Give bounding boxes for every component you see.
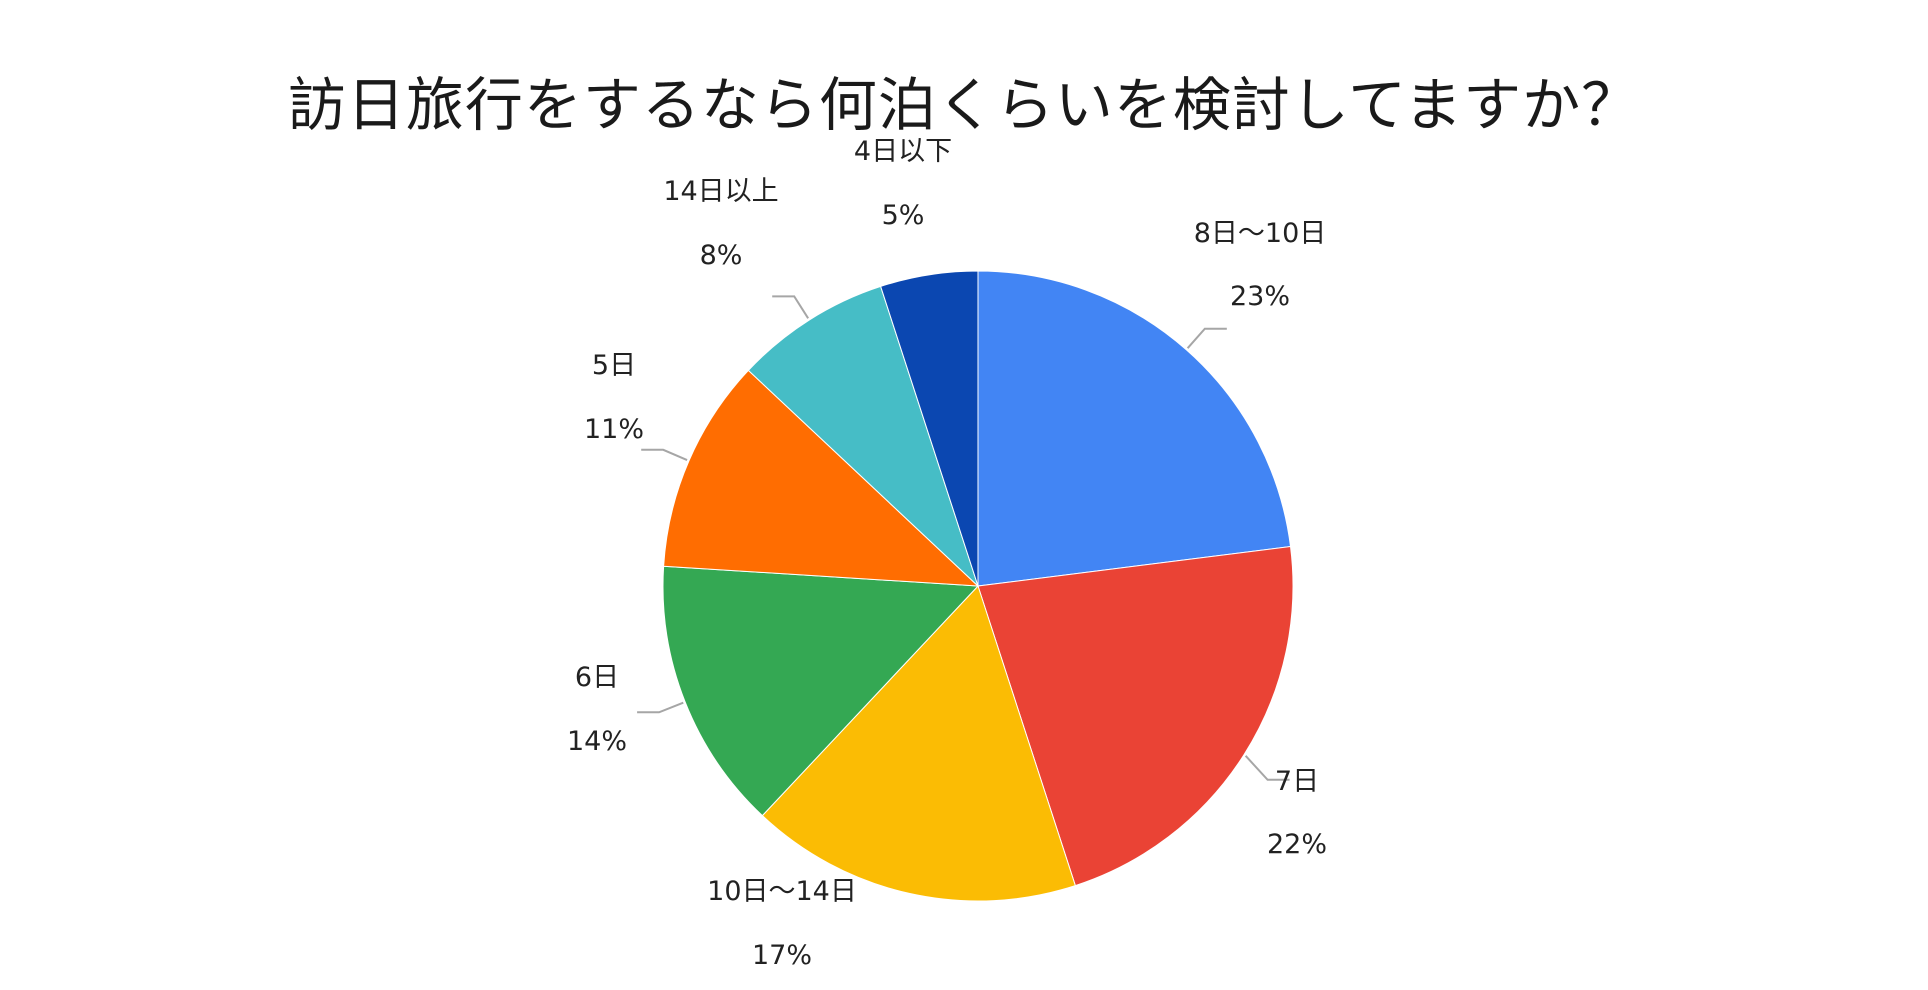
leader-line-5	[641, 448, 688, 462]
slice-percent-label-1: 23%	[1230, 281, 1290, 312]
slice-label-4: 6日	[575, 662, 619, 693]
slice-label-7: 4日以下	[854, 136, 952, 167]
slice-percent-label-2: 22%	[1267, 829, 1327, 860]
slice-label-5: 5日	[592, 350, 636, 381]
slice-percent-label-5: 11%	[584, 414, 644, 445]
slice-label-2: 7日	[1275, 766, 1319, 797]
slice-percent-label-3: 17%	[752, 940, 812, 971]
pie-slice-3	[761, 585, 1076, 902]
leader-line-4	[637, 701, 684, 714]
pie-slice-5	[663, 369, 980, 587]
pie-slice-2	[977, 545, 1294, 887]
leader-line-1	[1186, 327, 1227, 349]
slice-label-6: 14日以上	[663, 176, 778, 207]
pie-slice-6	[747, 285, 979, 587]
slice-label-1: 8日〜10日	[1194, 218, 1327, 249]
pie-slice-4	[662, 565, 980, 817]
slice-percent-label-4: 14%	[567, 726, 627, 757]
chart-title: 訪日旅行をするなら何泊くらいを検討してますか？	[287, 71, 1641, 139]
leader-line-2	[1244, 755, 1290, 781]
leader-line-6	[772, 295, 809, 319]
slice-label-3: 10日〜14日	[707, 876, 857, 907]
slice-percent-label-6: 8%	[700, 240, 743, 271]
slice-percent-label-7: 5%	[882, 200, 925, 231]
pie-slice-1	[977, 270, 1292, 587]
pie-slice-7	[880, 270, 979, 587]
